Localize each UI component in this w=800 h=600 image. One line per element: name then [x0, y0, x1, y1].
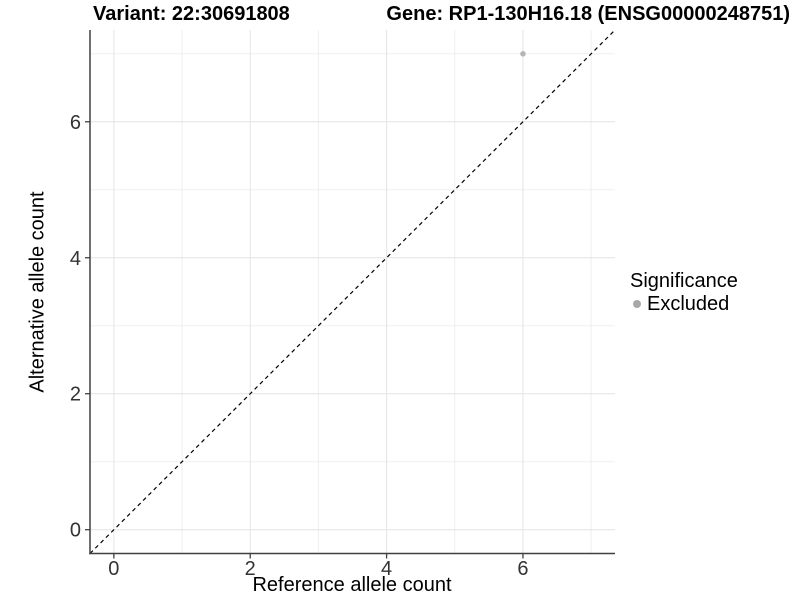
x-tick-label: 6: [517, 558, 528, 580]
x-axis-title: Reference allele count: [252, 574, 452, 596]
y-tick-label: 4: [70, 248, 81, 270]
y-tick-label: 0: [70, 520, 81, 542]
x-tick-label: 4: [381, 558, 392, 580]
y-tick-label: 6: [70, 112, 81, 134]
legend: Significance Excluded: [630, 270, 795, 315]
x-tick-label: 2: [245, 558, 256, 580]
legend-title: Significance: [630, 270, 738, 292]
legend-item-excluded: Excluded: [630, 293, 795, 315]
identity-line: [89, 29, 616, 554]
plot-title-variant: Variant: 22:30691808: [93, 3, 290, 25]
y-tick-label: 2: [70, 384, 81, 406]
legend-item-label: Excluded: [647, 293, 730, 315]
plot-title-gene: Gene: RP1-130H16.18 (ENSG00000248751): [386, 3, 790, 25]
x-tick-label: 0: [108, 558, 119, 580]
legend-key-dot-icon: [633, 300, 641, 308]
data-point: [520, 50, 526, 57]
